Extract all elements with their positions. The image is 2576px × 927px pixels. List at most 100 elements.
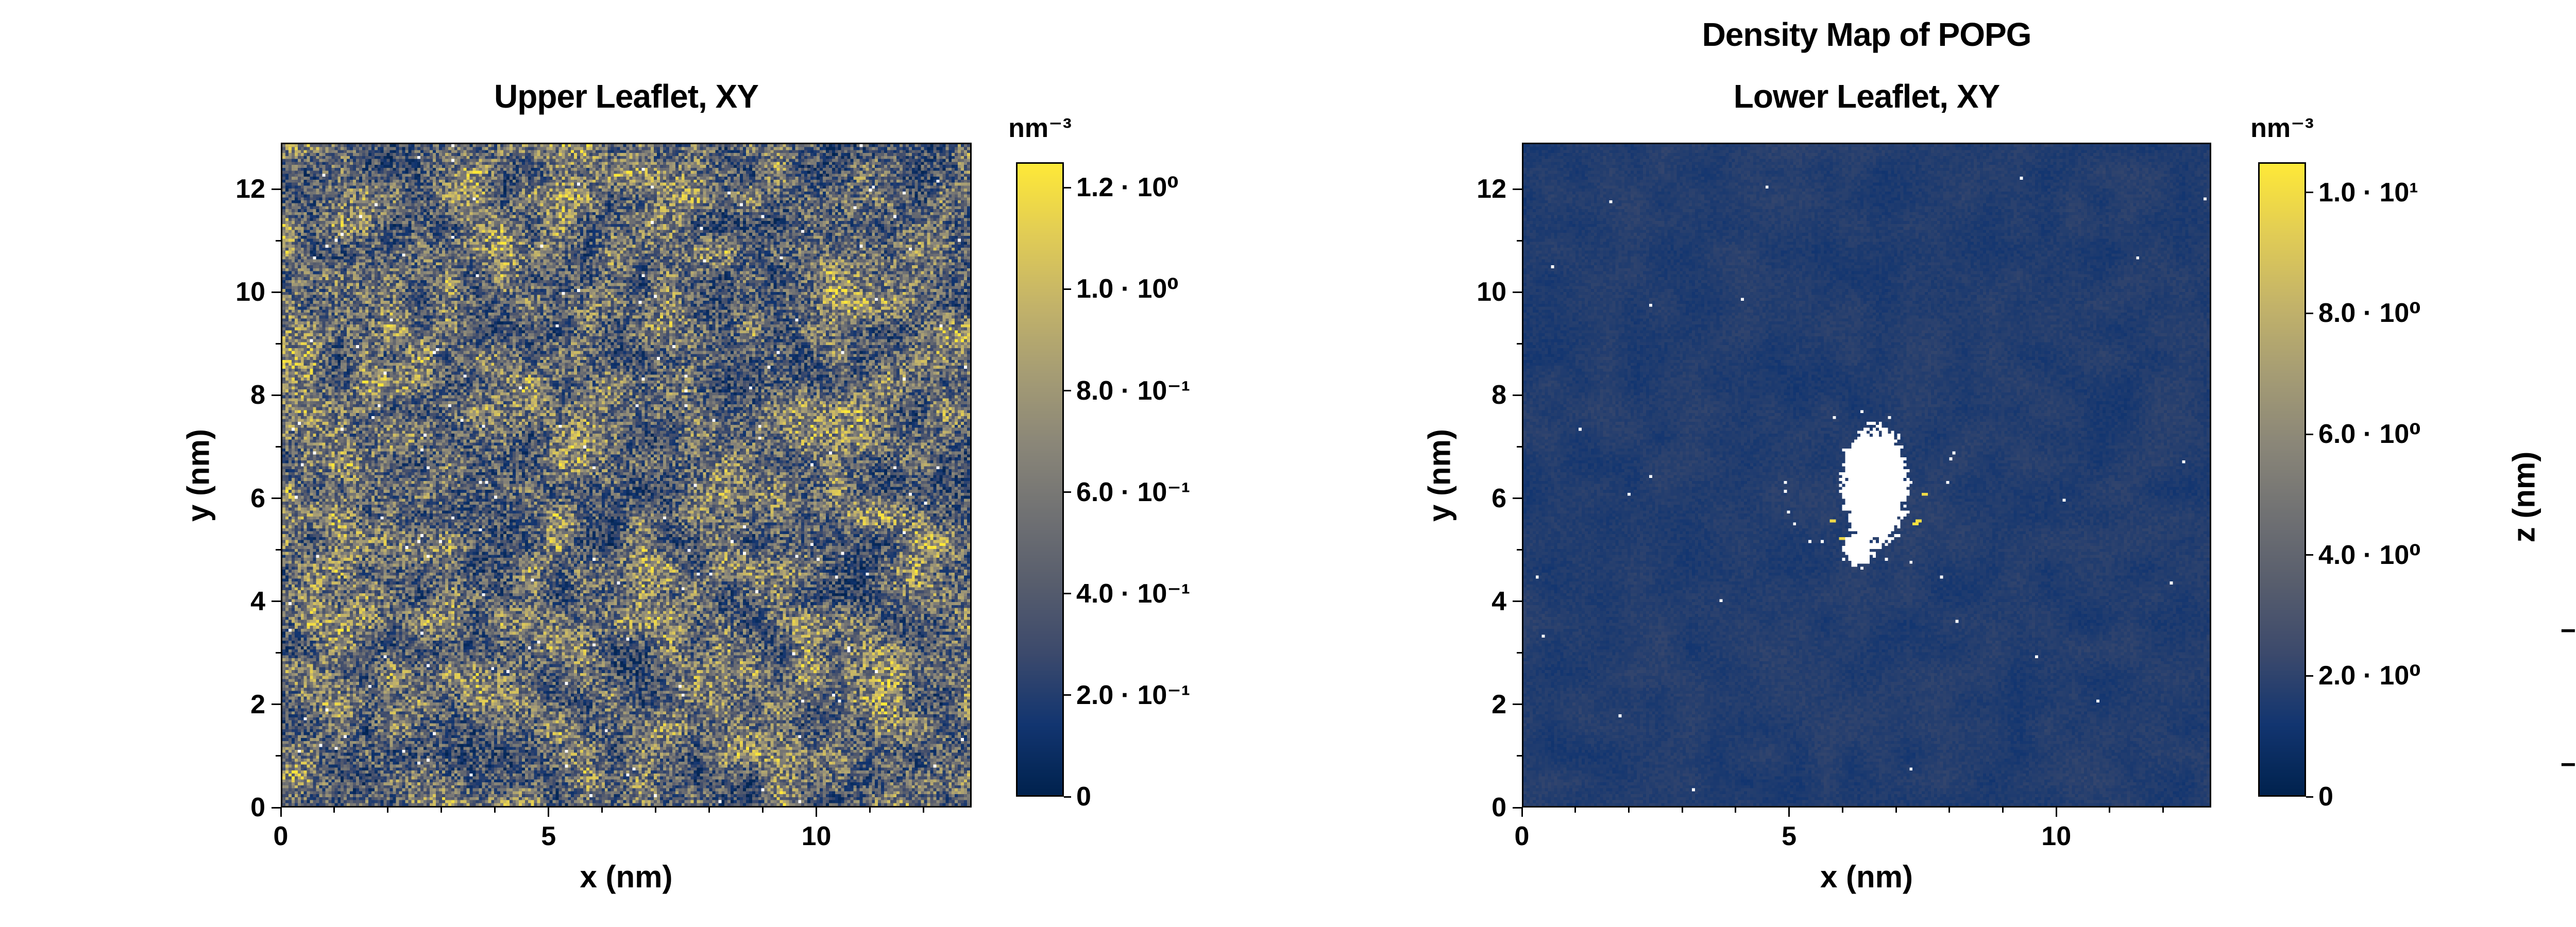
panel-title: Upper Leaflet, XY bbox=[494, 78, 759, 115]
colorbar-tick bbox=[2306, 192, 2313, 194]
x-minor-tick bbox=[1628, 808, 1630, 813]
y-tick-label: 6 bbox=[250, 483, 265, 513]
x-minor-tick bbox=[708, 808, 710, 813]
x-minor-tick bbox=[2162, 808, 2164, 813]
colorbar-tick-label: 6.0 · 10⁰ bbox=[2318, 419, 2421, 449]
x-tick-label: 5 bbox=[541, 821, 556, 851]
y-tick-label: 8 bbox=[250, 380, 265, 410]
x-minor-tick bbox=[762, 808, 764, 813]
colorbar-tick-label: 1.0 · 10¹ bbox=[2318, 177, 2418, 208]
y-minor-tick bbox=[276, 342, 281, 345]
y-major-tick bbox=[272, 703, 281, 706]
x-minor-tick bbox=[655, 808, 657, 813]
x-minor-tick bbox=[2002, 808, 2004, 813]
colorbar-tick bbox=[2306, 554, 2313, 556]
x-minor-tick bbox=[1895, 808, 1897, 813]
x-minor-tick bbox=[922, 808, 924, 813]
y-tick-label: 0 bbox=[1492, 793, 1506, 822]
x-major-tick bbox=[1788, 808, 1790, 817]
colorbar-gradient bbox=[2260, 164, 2304, 795]
heatmap-canvas bbox=[282, 144, 970, 806]
y-minor-tick bbox=[1517, 445, 1522, 448]
y-tick-label: 12 bbox=[1477, 174, 1506, 204]
plot-area bbox=[281, 143, 972, 808]
x-major-tick bbox=[2055, 808, 2057, 817]
colorbar-tick bbox=[1064, 796, 1071, 798]
y-major-tick bbox=[272, 600, 281, 603]
y-major-tick bbox=[1513, 703, 1522, 706]
figure-suptitle: Density Map of POPG bbox=[1702, 16, 2032, 53]
colorbar-tick bbox=[1064, 288, 1071, 290]
colorbar-tick bbox=[1064, 491, 1071, 493]
y-minor-tick bbox=[276, 652, 281, 654]
colorbar-tick-label: 8.0 · 10⁻¹ bbox=[1076, 375, 1191, 406]
colorbar-tick bbox=[2306, 312, 2313, 314]
x-tick-label: 0 bbox=[1514, 821, 1530, 851]
y-tick-label: 2 bbox=[1492, 689, 1506, 719]
x-minor-tick bbox=[333, 808, 335, 813]
y-minor-tick bbox=[1517, 549, 1522, 551]
colorbar-tick-label: 1.2 · 10⁰ bbox=[1076, 173, 1179, 203]
colorbar-tick-label: 2.0 · 10⁰ bbox=[2318, 661, 2421, 691]
y-tick-label: 12 bbox=[235, 174, 265, 204]
heatmap-canvas bbox=[1523, 144, 2210, 806]
y-major-tick bbox=[272, 806, 281, 809]
colorbar-tick-label: 6.0 · 10⁻¹ bbox=[1076, 477, 1191, 507]
x-tick-label: 10 bbox=[2041, 821, 2072, 851]
x-minor-tick bbox=[494, 808, 496, 813]
y-major-tick bbox=[1513, 600, 1522, 603]
y-major-tick bbox=[1513, 188, 1522, 190]
colorbar-unit-label: nm⁻³ bbox=[1008, 113, 1072, 143]
colorbar bbox=[1016, 162, 1064, 797]
y-axis-label: z (nm) bbox=[2506, 451, 2541, 542]
y-minor-tick bbox=[1517, 342, 1522, 345]
colorbar-tick bbox=[2306, 675, 2313, 677]
colorbar-tick bbox=[2306, 433, 2313, 435]
colorbar-tick bbox=[2306, 796, 2313, 798]
y-minor-tick bbox=[276, 755, 281, 757]
colorbar-tick-label: 8.0 · 10⁰ bbox=[2318, 298, 2421, 329]
panel-title: Lower Leaflet, XY bbox=[1733, 78, 2000, 115]
colorbar-tick-label: 4.0 · 10⁻¹ bbox=[1076, 578, 1191, 609]
x-minor-tick bbox=[387, 808, 389, 813]
x-axis-label: x (nm) bbox=[1820, 860, 1913, 894]
x-major-tick bbox=[548, 808, 550, 817]
colorbar-tick bbox=[1064, 694, 1071, 696]
y-tick-label: 6 bbox=[1492, 483, 1506, 513]
colorbar-unit-label: nm⁻³ bbox=[2250, 113, 2314, 143]
y-tick-label: 4 bbox=[250, 586, 265, 616]
x-tick-label: 10 bbox=[801, 821, 832, 851]
x-minor-tick bbox=[1735, 808, 1737, 813]
plot-area bbox=[1522, 143, 2211, 808]
y-major-tick bbox=[1513, 497, 1522, 500]
y-tick-label: 10 bbox=[235, 277, 265, 307]
x-major-tick bbox=[816, 808, 818, 817]
y-major-tick bbox=[1513, 291, 1522, 293]
x-major-tick bbox=[280, 808, 282, 817]
y-minor-tick bbox=[276, 445, 281, 448]
colorbar-tick-label: 2.0 · 10⁻¹ bbox=[1076, 680, 1191, 710]
colorbar-tick-label: 0 bbox=[2318, 782, 2333, 812]
y-tick-label: 4 bbox=[1492, 586, 1506, 616]
x-tick-label: 5 bbox=[1782, 821, 1797, 851]
colorbar-gradient bbox=[1018, 164, 1062, 795]
y-major-tick bbox=[272, 394, 281, 396]
y-major-tick bbox=[1513, 806, 1522, 809]
colorbar-tick bbox=[1064, 593, 1071, 595]
x-tick-label: 0 bbox=[273, 821, 289, 851]
x-minor-tick bbox=[869, 808, 871, 813]
y-minor-tick bbox=[1517, 755, 1522, 757]
colorbar-tick-label: 1.0 · 10⁰ bbox=[1076, 274, 1179, 304]
y-tick-label: 0 bbox=[250, 793, 265, 822]
y-tick-label: −4 bbox=[2560, 749, 2576, 780]
colorbar-tick bbox=[1064, 186, 1071, 188]
y-axis-label: y (nm) bbox=[1422, 428, 1457, 522]
y-minor-tick bbox=[276, 239, 281, 242]
y-tick-label: 2 bbox=[250, 689, 265, 719]
x-minor-tick bbox=[1681, 808, 1683, 813]
x-minor-tick bbox=[1948, 808, 1951, 813]
y-minor-tick bbox=[1517, 652, 1522, 654]
y-tick-label: 8 bbox=[1492, 380, 1506, 410]
colorbar-tick-label: 0 bbox=[1076, 782, 1091, 812]
